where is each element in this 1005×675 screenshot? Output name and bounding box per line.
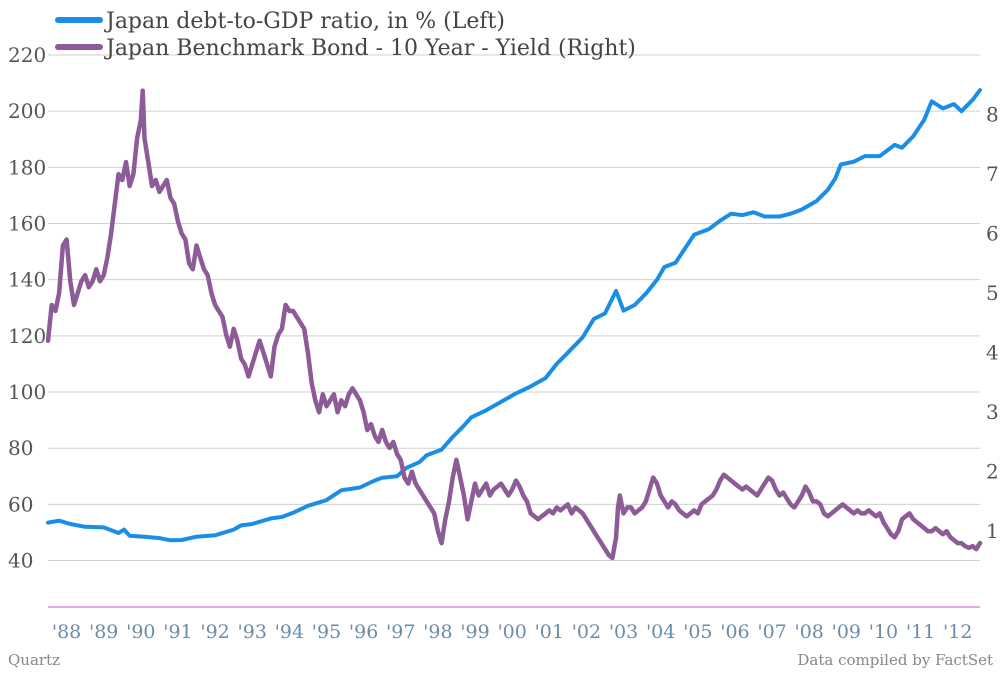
right-axis-ticks: 1 2 3 4 5 6 7 8	[986, 103, 999, 544]
left-tick-label: 100	[8, 380, 46, 404]
legend: Japan debt-to-GDP ratio, in % (Left) Jap…	[55, 9, 636, 61]
x-tick-label: '01	[535, 621, 564, 643]
legend-label-debt: Japan debt-to-GDP ratio, in % (Left)	[104, 9, 505, 34]
left-tick-label: 120	[8, 324, 46, 348]
x-tick-label: '12	[943, 621, 972, 643]
right-tick-label: 6	[986, 222, 999, 246]
left-axis-ticks: 40 60 80 100 120 140 160 180 200 220	[8, 43, 46, 573]
left-tick-label: 60	[8, 492, 33, 516]
x-tick-label: '96	[349, 621, 378, 643]
legend-item-bond-yield: Japan Benchmark Bond - 10 Year - Yield (…	[55, 36, 636, 61]
x-tick-label: '99	[460, 621, 489, 643]
x-tick-label: '05	[683, 621, 712, 643]
series-line-debt	[46, 88, 982, 543]
left-tick-label: 140	[8, 268, 46, 292]
left-tick-label: 200	[8, 99, 46, 123]
right-tick-label: 8	[986, 103, 999, 127]
right-tick-label: 3	[986, 400, 999, 424]
x-tick-label: '88	[52, 621, 81, 643]
x-tick-label: '00	[497, 621, 526, 643]
source-left: Quartz	[8, 651, 60, 669]
x-tick-label: '06	[720, 621, 749, 643]
x-tick-label: '95	[312, 621, 341, 643]
left-tick-label: 160	[8, 212, 46, 236]
legend-label-bond-yield: Japan Benchmark Bond - 10 Year - Yield (…	[104, 36, 636, 61]
legend-item-debt: Japan debt-to-GDP ratio, in % (Left)	[55, 9, 505, 34]
x-tick-label: '02	[572, 621, 601, 643]
right-tick-label: 2	[986, 460, 999, 484]
x-tick-label: '04	[646, 621, 675, 643]
x-tick-label: '90	[126, 621, 155, 643]
x-tick-label: '98	[423, 621, 452, 643]
right-tick-label: 1	[986, 519, 999, 543]
series-line-bond-yield	[45, 88, 983, 561]
x-tick-label: '94	[275, 621, 304, 643]
x-tick-label: '03	[609, 621, 638, 643]
x-tick-label: '10	[869, 621, 898, 643]
x-tick-label: '08	[794, 621, 823, 643]
right-tick-label: 5	[986, 281, 999, 305]
x-tick-label: '91	[163, 621, 192, 643]
source-right: Data compiled by FactSet	[797, 651, 993, 669]
x-tick-label: '92	[200, 621, 229, 643]
gridlines	[48, 54, 980, 562]
left-tick-label: 220	[8, 43, 46, 67]
x-axis-ticks: '88 '89 '90 '91 '92 '93 '94 '95 '96 '97 '98 '99 '00 '…	[52, 621, 973, 643]
left-tick-label: 40	[8, 549, 33, 573]
left-tick-label: 180	[8, 155, 46, 179]
x-tick-label: '09	[832, 621, 861, 643]
x-tick-label: '89	[89, 621, 118, 643]
x-tick-label: '11	[906, 621, 935, 643]
x-tick-label: '97	[386, 621, 415, 643]
x-tick-label: '07	[757, 621, 786, 643]
right-tick-label: 7	[986, 162, 999, 186]
x-tick-label: '93	[238, 621, 267, 643]
right-tick-label: 4	[986, 341, 999, 365]
series-lines	[45, 88, 983, 561]
left-tick-label: 80	[8, 436, 33, 460]
